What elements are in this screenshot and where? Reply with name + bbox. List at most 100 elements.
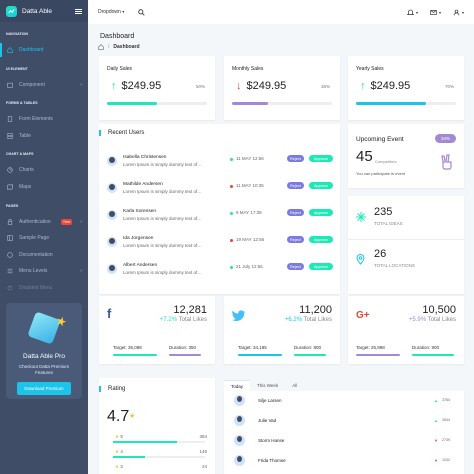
locations-value: 26: [374, 248, 387, 260]
brand[interactable]: Datta Able: [0, 0, 88, 22]
sidebar-item-dashboard[interactable]: Dashboard: [0, 43, 88, 57]
sidebar-item-maps[interactable]: Maps: [0, 180, 88, 194]
card-title: Monthly Sales: [232, 66, 264, 72]
monthly-sales-card: Monthly Sales ↓ $249.95 36%: [224, 56, 340, 120]
friend-count: 1032: [442, 458, 450, 462]
sidebar-item-disabled-menu: Disabled Menu: [0, 281, 88, 295]
approve-button[interactable]: Approve: [309, 209, 334, 216]
social-target: Target: 34,185: [238, 345, 267, 350]
tab-this-week[interactable]: This Week: [257, 383, 279, 388]
social-target: Target: 25,998: [356, 345, 385, 350]
lock-icon: [7, 219, 13, 225]
friends-list-card: Silje Larsen ▲ 3784 Julie Vad ▲ 3544 Sto…: [224, 391, 464, 474]
user-name: Ida Jorgensen: [123, 236, 154, 241]
status-dot: [230, 185, 233, 188]
dropdown-menu[interactable]: Dropdown ▾: [98, 9, 124, 15]
server-icon: [7, 133, 13, 139]
tab-today[interactable]: Today: [224, 380, 251, 392]
reject-button[interactable]: Reject: [287, 236, 304, 243]
sales-percent: 70%: [444, 84, 454, 89]
mail-icon[interactable]: ▾: [430, 9, 441, 16]
rating-star: 5: [120, 434, 123, 439]
chevron-right-icon: ›: [80, 268, 82, 274]
box-icon: [7, 82, 13, 88]
user-text: Lorem Ipsum is simply dummy text of…: [123, 162, 202, 167]
sidebar-item-label: Form Elements: [19, 116, 53, 122]
rating-card: Rating 4.7 ★ ★ 5 384 ★ 4 145 ★ 3 24: [99, 378, 215, 474]
reject-button[interactable]: Reject: [287, 209, 304, 216]
sidebar-item-table[interactable]: Table: [0, 129, 88, 143]
nav-caption-charts: CHART & MAPS: [6, 152, 34, 156]
rating-count: 24: [201, 464, 207, 469]
arrow-down-icon: ↓: [236, 80, 242, 92]
social-duration: Duration: 900: [412, 345, 440, 350]
sidebar-item-label: Authentication: [19, 219, 51, 225]
period-tabs: Today This Week All: [224, 380, 304, 392]
chevron-right-icon: ›: [80, 82, 82, 88]
user-date: 9 MAY 17:38: [236, 210, 262, 215]
status-dot: [230, 239, 233, 242]
download-premium-button[interactable]: Download Premium: [17, 382, 71, 395]
sidebar-item-label: Sample Page: [19, 235, 50, 241]
sidebar-item-component[interactable]: Component ›: [0, 78, 88, 92]
map-icon: [7, 184, 13, 190]
rating-value: 4.7: [107, 408, 130, 425]
event-count-label: Competitors: [375, 159, 397, 164]
status-dot: [230, 266, 233, 269]
approve-button[interactable]: Approve: [309, 182, 334, 189]
sidebar-item-label: Dashboard: [19, 47, 44, 53]
page-title: Dashboard: [100, 33, 135, 40]
list-item: Frida Thomse ▼ 1032: [224, 452, 450, 472]
user-name: Karla Sorensen: [123, 209, 157, 214]
approve-button[interactable]: Approve: [309, 263, 334, 270]
reject-button[interactable]: Reject: [287, 263, 304, 270]
social-value: 10,500: [422, 304, 456, 316]
dropdown-label: Dropdown: [98, 9, 121, 15]
reject-button[interactable]: Reject: [287, 182, 304, 189]
sidebar-item-sample-page[interactable]: Sample Page: [0, 231, 88, 245]
sidebar-item-authentication[interactable]: Authentication New ›: [0, 215, 88, 229]
social-delta: +7.2%: [159, 317, 178, 323]
sidebar-item-charts[interactable]: Charts: [0, 163, 88, 177]
reject-button[interactable]: Reject: [287, 155, 304, 162]
sidebar-item-label: Table: [19, 133, 31, 139]
tab-all[interactable]: All: [292, 383, 298, 388]
avatar: [234, 435, 245, 446]
sidebar-item-label: Documentation: [19, 252, 53, 258]
daily-sales-card: Daily Sales ↑ $249.95 50%: [99, 56, 215, 120]
user-text: Lorem Ipsum is simply dummy text of…: [123, 189, 202, 194]
avatar: [107, 264, 117, 274]
star-icon: ★: [129, 413, 136, 420]
friend-name: Frida Thomse: [258, 458, 286, 463]
progress-bar: [232, 102, 332, 105]
sidebar-item-menu-levels[interactable]: Menu Levels ›: [0, 264, 88, 278]
list-item: Julie Vad ▲ 3544: [224, 412, 450, 432]
approve-button[interactable]: Approve: [309, 155, 334, 162]
social-delta: +5.9%: [408, 317, 427, 323]
rating-bar: [113, 456, 205, 458]
twitter-card: 11,200 +6.2% Total Likes Target: 34,185 …: [224, 296, 340, 364]
notification-bell-icon[interactable]: ▾: [406, 9, 418, 16]
sidebar-item-form-elements[interactable]: Form Elements: [0, 112, 88, 126]
home-icon[interactable]: [98, 44, 104, 50]
sidebar-item-documentation[interactable]: Documentation: [0, 248, 88, 262]
friend-count: 3544: [442, 418, 450, 422]
progress-bar: [107, 102, 207, 105]
friend-count: 2739: [442, 438, 450, 442]
premium-promo: Datta Able Pro Checkout Datta Premium Fe…: [6, 303, 82, 399]
sidebar: Datta Able NAVIGATION Dashboard UI ELEME…: [0, 0, 88, 474]
target-bar: [356, 354, 400, 356]
progress-bar: [356, 102, 456, 105]
sidebar-item-label: Menu Levels: [19, 268, 48, 274]
rating-star: 4: [120, 449, 123, 454]
approve-button[interactable]: Approve: [309, 236, 334, 243]
friend-name: Silje Larsen: [258, 398, 282, 403]
event-note: You can participate in event: [356, 171, 405, 176]
breadcrumb: / Dashboard: [98, 44, 140, 50]
zap-icon: [356, 212, 366, 222]
menu-toggle-icon[interactable]: [75, 8, 82, 14]
social-value: 12,281: [173, 304, 207, 316]
sales-amount: $249.95: [370, 80, 411, 92]
search-icon[interactable]: [138, 8, 145, 16]
user-icon[interactable]: ▾: [453, 9, 464, 16]
